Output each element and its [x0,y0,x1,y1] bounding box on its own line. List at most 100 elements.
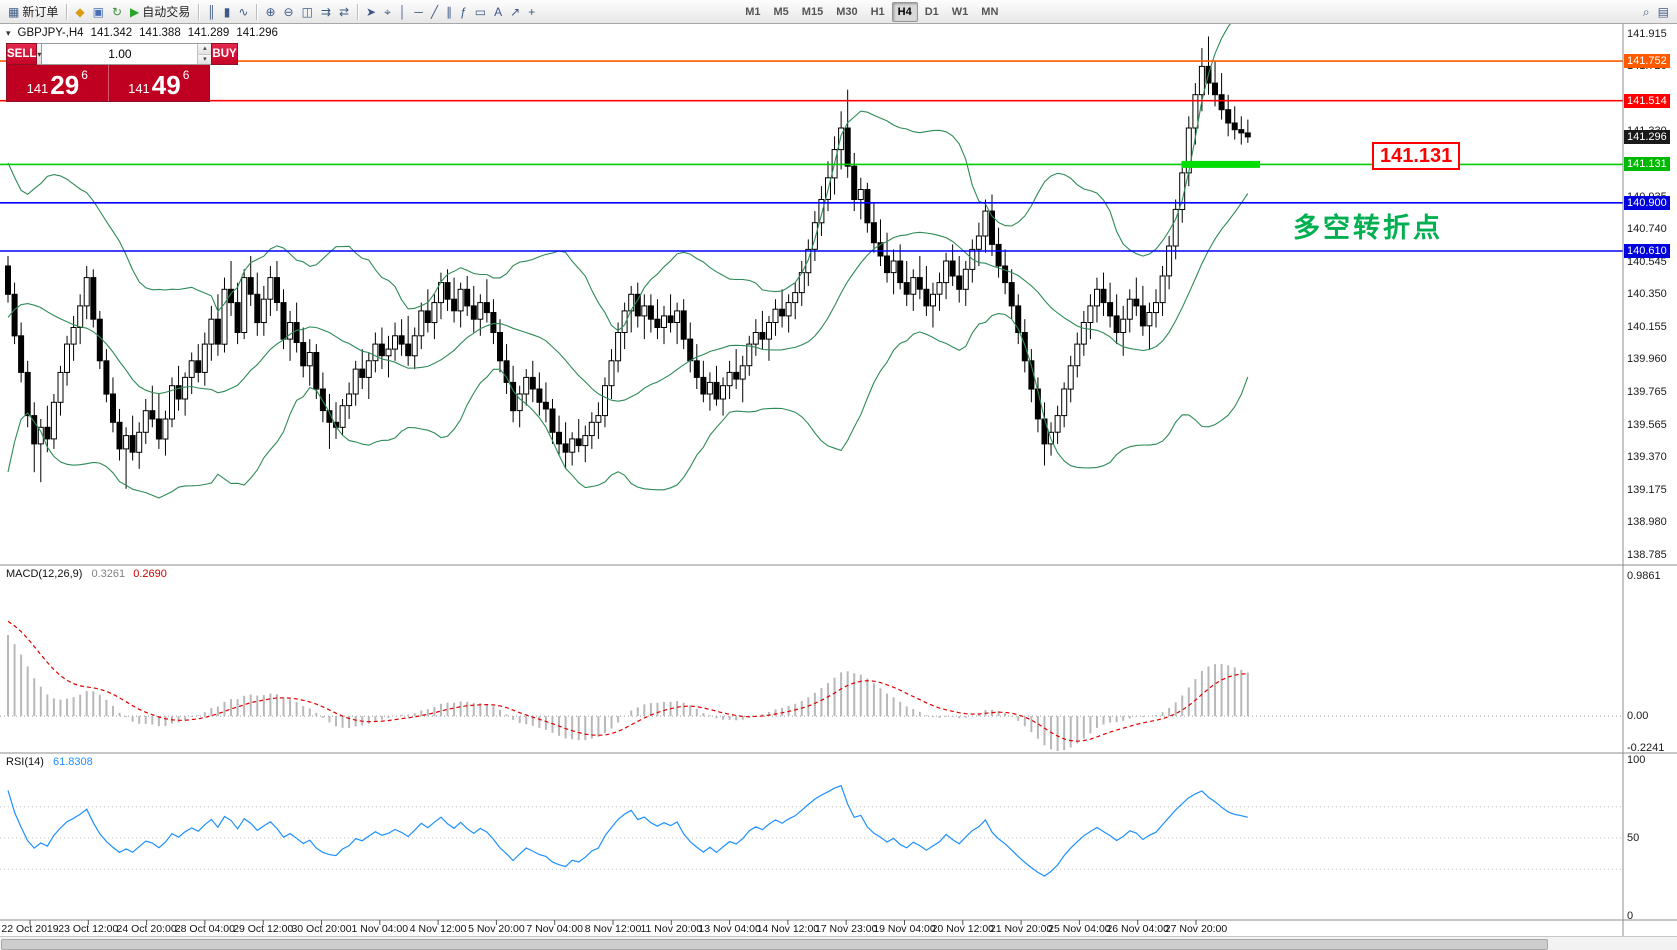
price-tag-140.900[interactable]: 140.900 [1624,195,1670,210]
timeframe-h4-button[interactable]: H4 [891,1,918,22]
zoom-out-icon: ⊖ [283,4,294,19]
candlestick-chart-icon: ▮ [223,4,231,19]
tile-windows-icon: ◫ [301,4,313,19]
new-chart-button[interactable]: ▤ [1654,2,1673,22]
timeframe-m5-button[interactable]: M5 [768,2,795,22]
crosshair-icon: ⌖ [384,4,391,19]
price-axis-label: 138.980 [1627,516,1667,529]
low-value: 141.289 [187,27,230,39]
sell-price-prefix: 141 [26,80,49,96]
bollinger-lower-band [7,313,1249,499]
time-axis-label: 27 Nov 20:00 [1164,923,1228,935]
new-order-button[interactable]: ▦ 新订单 [4,2,62,22]
price-tag-140.610[interactable]: 140.610 [1624,244,1670,258]
candlestick-chart-button[interactable]: ▮ [220,2,235,22]
indicators-button[interactable]: + [524,2,539,22]
autotrading-button[interactable]: ▶ 自动交易 [126,2,194,22]
zoom-in-button[interactable]: ⊕ [261,2,279,22]
toolbar: ▦ 新订单 ◆ ▣ ↻ ▶ 自动交易 ║ ▮ ∿ ⊕ ⊖ ◫ ⇉ ⇄ ➤ ⌖ │ ─ ╱ ∥ ƒ ▭ A ↗ + M1 M5 M15 M… [0,0,1677,24]
crosshair-button[interactable]: ⌖ [380,2,395,22]
vertical-line-button[interactable]: │ [395,2,411,22]
macd-header: MACD(12,26,9) 0.3261 0.2690 [6,568,167,580]
price-annotation-box[interactable]: 141.131 [1372,142,1461,170]
timeframe-m1-button[interactable]: M1 [739,2,766,22]
stepper-down-icon[interactable]: ▾ [198,54,212,64]
price-axis-label: 141.915 [1627,28,1667,40]
macd-axis-label: -0.2241 [1627,742,1665,754]
timeframe-mn-button[interactable]: MN [975,2,1004,22]
vertical-line-icon: │ [398,4,407,19]
buy-price[interactable]: 141 49 6 [109,65,210,101]
bollinger-middle-band [7,193,1249,402]
channel-button[interactable]: ∥ [442,2,456,22]
volume-input[interactable] [42,44,198,64]
search-button[interactable]: ⌕ [1639,2,1654,22]
trendline-icon: ╱ [430,4,439,19]
trendline-button[interactable]: ╱ [427,2,442,22]
price-axis-label: 140.740 [1627,223,1667,236]
time-axis-label: 1 Nov 04:00 [351,923,409,935]
time-axis-label: 8 Nov 12:00 [584,923,642,935]
price-axis-label: 140.545 [1627,255,1667,268]
search-icon: ⌕ [1642,4,1650,19]
timeframe-w1-button[interactable]: W1 [946,2,975,22]
line-chart-button[interactable]: ∿ [234,2,252,22]
price-tag-141.752[interactable]: 141.752 [1624,54,1670,69]
auto-scroll-button[interactable]: ⇉ [317,2,335,22]
text-button[interactable]: A [490,2,506,22]
auto-scroll-icon: ⇉ [320,4,331,19]
sell-price[interactable]: 141 29 6 [7,65,109,101]
fibonacci-button[interactable]: ƒ [456,2,471,22]
one-click-toggle[interactable]: ▾ [6,27,11,38]
refresh-button[interactable]: ↻ [108,2,126,22]
time-axis-label: 26 Nov 04:00 [1106,923,1169,935]
data-window-button[interactable]: ▣ [89,2,108,22]
close-value: 141.296 [236,27,278,39]
price-axis-label: 140.350 [1627,288,1667,301]
toolbar-separator [256,3,258,20]
horizontal-line-button[interactable]: ─ [410,2,427,22]
time-axis-label: 29 Oct 12:00 [233,923,294,935]
price-axis-label: 139.960 [1627,353,1667,366]
time-axis-label: 23 Oct 12:00 [58,923,119,935]
arrow-tools-button[interactable]: ↗ [506,2,524,22]
tile-windows-button[interactable]: ◫ [298,2,317,22]
market-watch-button[interactable]: ◆ [71,2,88,22]
price-tag-141.131[interactable]: 141.131 [1624,157,1670,172]
macd-title: MACD(12,26,9) [6,568,83,580]
sell-price-main: 29 [50,70,80,100]
price-tag-141.514[interactable]: 141.514 [1624,93,1670,108]
shapes-button[interactable]: ▭ [471,2,490,22]
timeframe-d1-button[interactable]: D1 [919,2,945,22]
timeframe-m15-button[interactable]: M15 [796,2,829,22]
timeframe-m30-button[interactable]: M30 [830,2,863,22]
turning-point-note[interactable]: 多空转折点 [1293,213,1443,243]
chart-shift-button[interactable]: ⇄ [335,2,353,22]
rsi-header: RSI(14) 61.8308 [6,756,93,768]
buy-button[interactable]: BUY [211,43,238,65]
macd-layer [0,620,1623,751]
time-axis-label: 25 Nov 04:00 [1048,923,1111,935]
timeframe-h1-button[interactable]: H1 [865,2,891,22]
price-axis-label: 138.785 [1627,548,1667,561]
price-tag-141.296[interactable]: 141.296 [1624,129,1670,144]
line-chart-icon: ∿ [238,4,249,19]
toolbar-separator [198,3,200,20]
scrollbar-thumb[interactable] [1,939,1548,950]
time-axis-label: 7 Nov 04:00 [526,923,583,935]
chevron-down-icon: ▾ [37,49,42,59]
sell-button[interactable]: SELL [6,43,38,65]
refresh-icon: ↻ [111,4,122,19]
volume-dropdown[interactable]: ▾ [37,43,43,65]
stepper-up-icon[interactable]: ▴ [198,44,212,55]
bar-chart-button[interactable]: ║ [203,2,220,22]
autotrading-button-label: 自动交易 [142,5,191,19]
timeframe-toolbar: M1 M5 M15 M30 H1 H4 D1 W1 MN [739,1,1004,22]
zoom-out-button[interactable]: ⊖ [280,2,298,22]
market-watch-icon: ◆ [75,4,85,19]
high-value: 141.388 [139,27,181,39]
cursor-button[interactable]: ➤ [362,2,380,22]
horizontal-scrollbar[interactable] [0,936,1677,950]
arrows-icon: ↗ [510,4,521,19]
